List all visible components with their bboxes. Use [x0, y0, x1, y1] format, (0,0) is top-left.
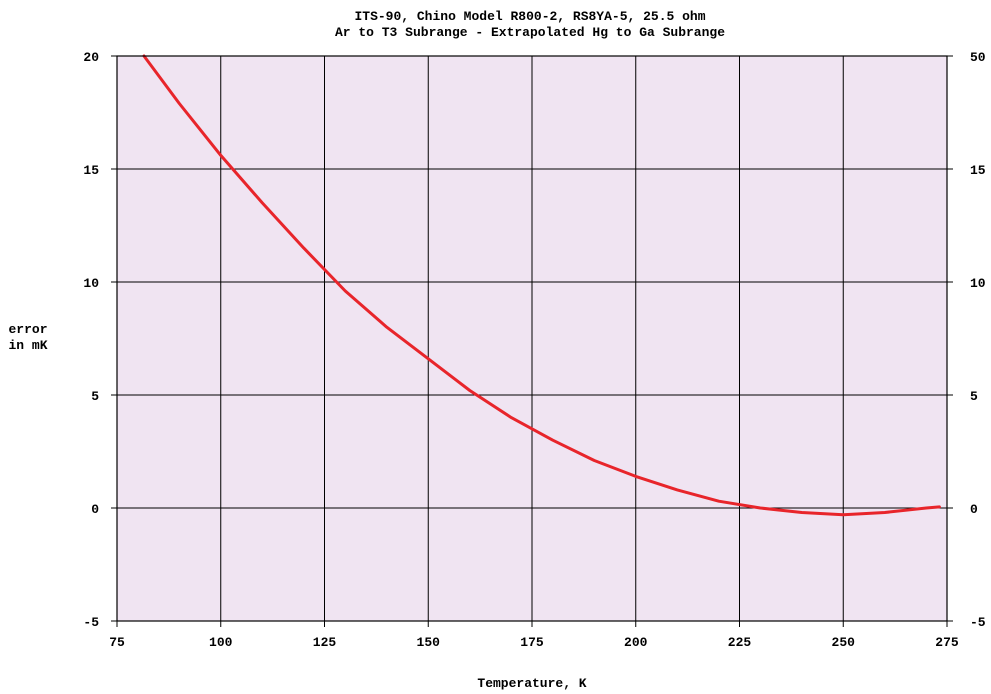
x-tick-label: 100	[209, 635, 233, 650]
x-tick-label: 125	[313, 635, 337, 650]
y-tick-label-left: -5	[83, 615, 99, 630]
series-line	[142, 54, 941, 517]
y-axis-label-line2: in mK	[8, 338, 47, 353]
y-tick-label-left: 10	[83, 276, 99, 291]
y-tick-label-left: 0	[91, 502, 99, 517]
y-tick-label-right: 15	[970, 163, 986, 178]
x-tick-label: 175	[520, 635, 544, 650]
y-axis-label-line1: error	[8, 322, 47, 337]
x-tick-label: 75	[109, 635, 125, 650]
y-tick-label-right: 5	[970, 389, 978, 404]
y-tick-label-left: 15	[83, 163, 99, 178]
x-axis-label: Temperature, K	[477, 676, 586, 691]
chart-title: ITS-90, Chino Model R800-2, RS8YA-5, 25.…	[354, 9, 705, 24]
plot-frame	[116, 55, 948, 622]
y-tick-label-right: 10	[970, 276, 986, 291]
y-tick-label-left: 20	[83, 50, 99, 65]
y-tick-label-right: -5	[970, 615, 986, 630]
y-tick-label-right: 0	[970, 502, 978, 517]
x-tick-label: 250	[832, 635, 856, 650]
y-tick-label-left: 5	[91, 389, 99, 404]
x-tick-label: 200	[624, 635, 648, 650]
x-tick-label: 150	[417, 635, 441, 650]
x-tick-label: 275	[935, 635, 959, 650]
y-tick-label-right: 50	[970, 50, 986, 65]
tick-labels: 75 100 125 150 175 200 225 250 275 -5 -5 0 0 5 5 10 10 15…	[83, 50, 985, 650]
chart-subtitle: Ar to T3 Subrange - Extrapolated Hg to G…	[335, 25, 725, 40]
x-tick-label: 225	[728, 635, 752, 650]
